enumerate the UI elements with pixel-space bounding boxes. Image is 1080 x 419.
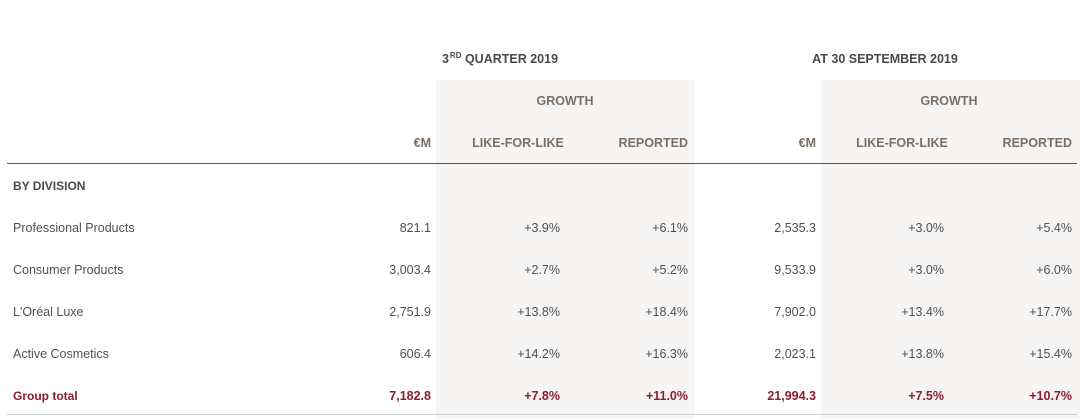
q3-lfl-value: +3.9% [524,221,560,235]
col-header-q3-em: €M [413,136,431,150]
period-q3-ordinal: RD [449,51,462,60]
ytd-em-value: 2,535.3 [774,221,816,235]
period-q3-number: 3 [441,52,449,66]
q3-reported-value: +18.4% [645,305,688,319]
q3-reported-value: +6.1% [652,221,688,235]
ytd-lfl-value: +3.0% [908,263,944,277]
q3-growth-shade [436,80,694,419]
ytd-em-value: 7,902.0 [774,305,816,319]
total-ytd-lfl-value: +7.5% [908,389,944,403]
q3-lfl-value: +14.2% [517,347,560,361]
period-q3-label: QUARTER 2019 [461,52,559,66]
period-ytd-header: AT 30 SEPTEMBER 2019 [812,52,958,66]
q3-em-value: 821.1 [399,221,431,235]
section-label: BY DIVISION [13,179,86,193]
ytd-growth-header: GROWTH [920,94,978,108]
ytd-em-value: 9,533.9 [774,263,816,277]
q3-em-value: 3,003.4 [389,263,431,277]
col-header-ytd-em: €M [798,136,816,150]
ytd-lfl-value: +3.0% [908,221,944,235]
row-label: L'Oréal Luxe [13,305,84,319]
ytd-lfl-value: +13.4% [901,305,944,319]
total-ytd-reported-value: +10.7% [1029,389,1072,403]
ytd-reported-value: +6.0% [1036,263,1072,277]
ytd-reported-value: +15.4% [1029,347,1072,361]
ytd-em-value: 2,023.1 [774,347,816,361]
q3-em-value: 2,751.9 [389,305,431,319]
table-bottom-rule [7,414,1077,415]
col-header-ytd-lfl: LIKE-FOR-LIKE [856,136,948,150]
q3-reported-value: +5.2% [652,263,688,277]
total-label: Group total [13,389,78,403]
row-label: Professional Products [13,221,135,235]
period-q3-header: 3RD QUARTER 2019 [442,51,558,69]
ytd-reported-value: +5.4% [1036,221,1072,235]
q3-reported-value: +16.3% [645,347,688,361]
col-header-q3-reported: REPORTED [618,136,688,150]
ytd-growth-shade [821,80,1080,419]
ytd-reported-value: +17.7% [1029,305,1072,319]
col-header-ytd-reported: REPORTED [1002,136,1072,150]
total-q3-lfl-value: +7.8% [524,389,560,403]
row-label: Active Cosmetics [13,347,109,361]
col-header-q3-lfl: LIKE-FOR-LIKE [472,136,564,150]
q3-growth-header: GROWTH [536,94,594,108]
total-ytd-em-value: 21,994.3 [767,389,816,403]
header-divider [7,163,1077,164]
q3-lfl-value: +2.7% [524,263,560,277]
total-q3-reported-value: +11.0% [645,389,688,403]
row-label: Consumer Products [13,263,124,277]
total-q3-em-value: 7,182.8 [389,389,431,403]
q3-em-value: 606.4 [399,347,431,361]
ytd-lfl-value: +13.8% [901,347,944,361]
q3-lfl-value: +13.8% [517,305,560,319]
